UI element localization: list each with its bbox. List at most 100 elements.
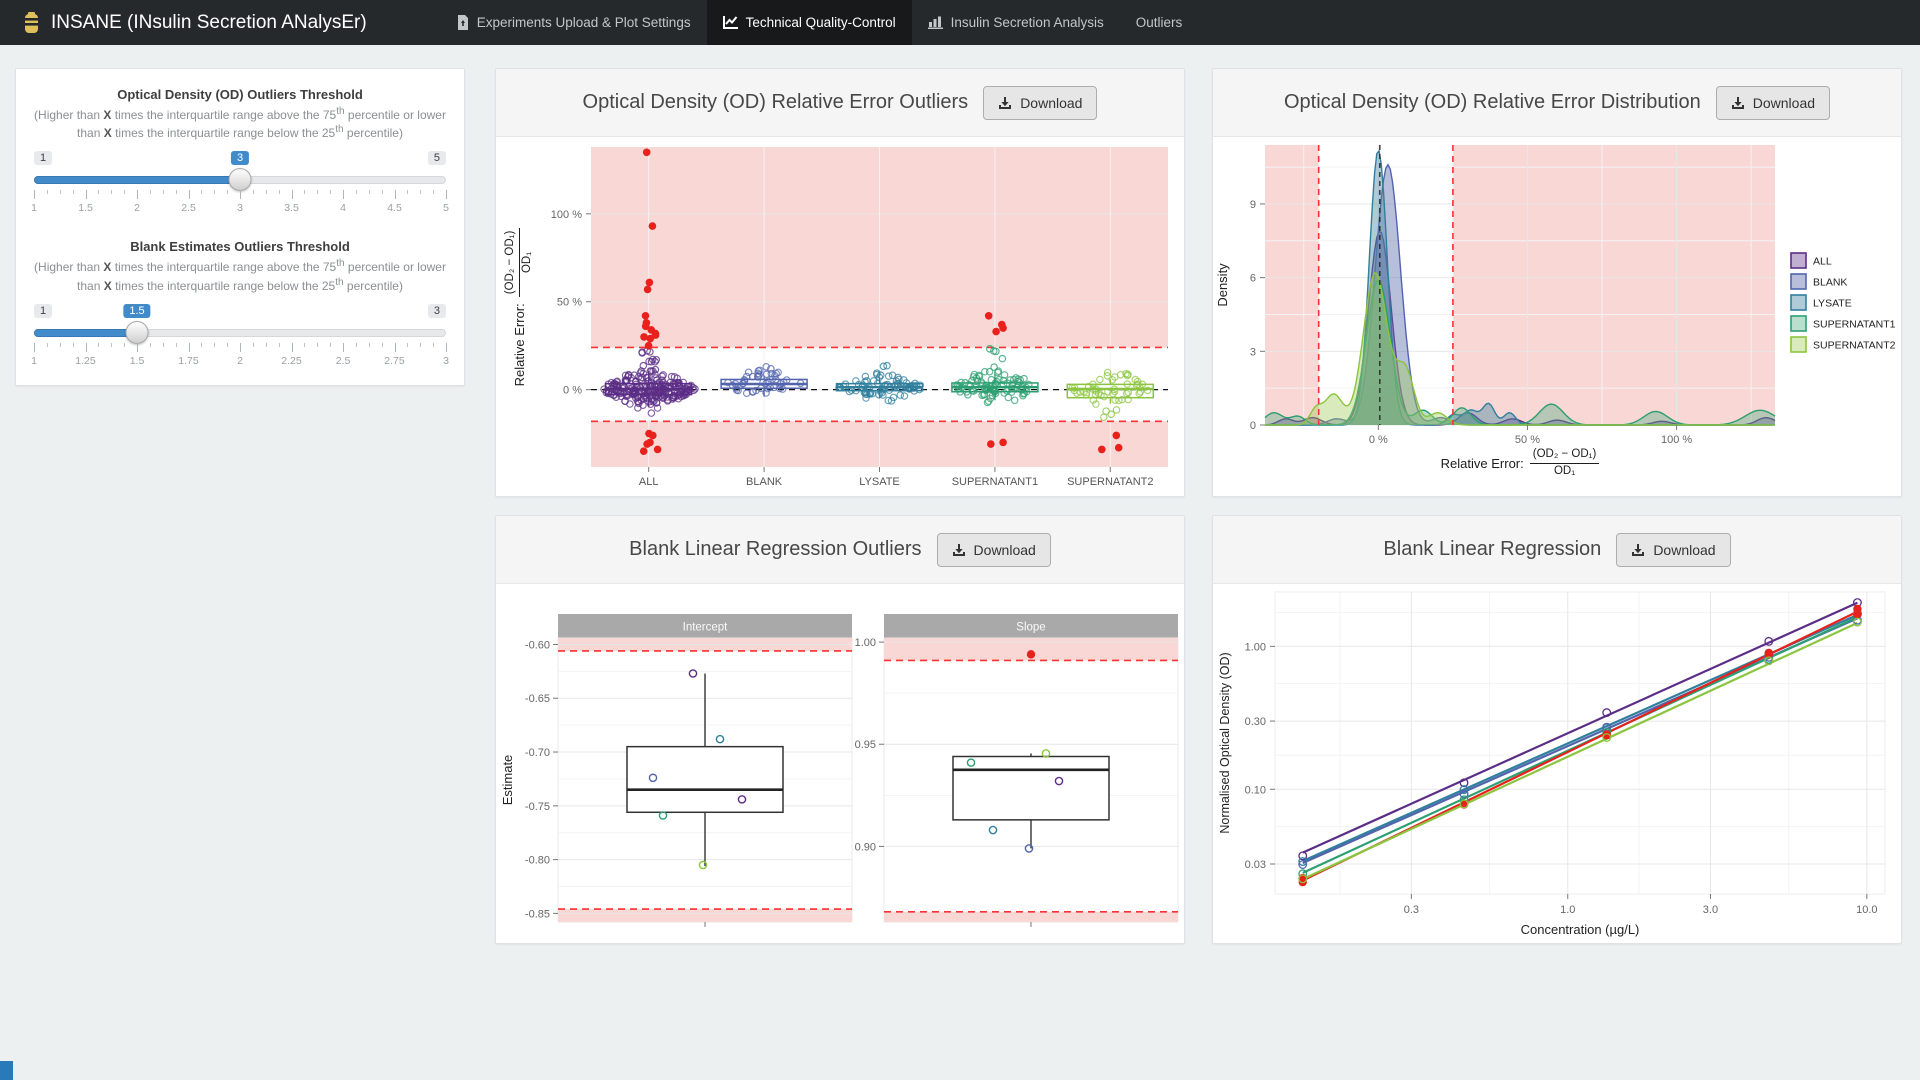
points-SUPERNATANT2 — [1298, 617, 1862, 884]
slider-filled-track — [34, 328, 137, 337]
svg-text:0.03: 0.03 — [1245, 859, 1266, 871]
nav-item-technical-quality-control[interactable]: Technical Quality-Control — [706, 0, 912, 45]
slider-max-label: 5 — [427, 151, 446, 166]
outlier-point — [639, 447, 648, 456]
slider-value-badge: 1.5 — [123, 303, 151, 318]
slider-tick-label: 2 — [237, 354, 243, 367]
slider-tick — [240, 342, 241, 352]
svg-text:1.00: 1.00 — [855, 637, 876, 649]
outlier-point — [1098, 445, 1106, 454]
svg-text:100 %: 100 % — [551, 209, 582, 221]
slider-handle[interactable] — [125, 320, 149, 344]
nav-item-experiments-upload-plot-settings[interactable]: Experiments Upload & Plot Settings — [441, 0, 707, 45]
slider-tick-label: 2.5 — [181, 202, 196, 215]
download-button[interactable]: Download — [983, 85, 1098, 120]
bottom-left-indicator — [0, 1061, 13, 1080]
slider-tick-label: 2.25 — [281, 354, 302, 367]
estimate-point — [688, 669, 698, 678]
outlier-point — [641, 312, 650, 320]
navbar: INSANE (INsulin Secretion ANalysEr) Expe… — [0, 0, 1920, 45]
nav-menu: Experiments Upload & Plot Settings Techni… — [441, 0, 1199, 45]
slider-tick — [433, 190, 435, 195]
blank-threshold-note: (Higher than X times the interquartile r… — [34, 258, 446, 293]
svg-text:6: 6 — [1250, 273, 1256, 285]
svg-text:1.0: 1.0 — [1560, 904, 1575, 916]
outlier-point — [1112, 431, 1121, 440]
panel-header: Blank Linear Regression Outliers Downloa… — [496, 516, 1184, 584]
slider-tick — [201, 342, 203, 347]
slider-tick-label: 1.5 — [78, 202, 93, 215]
facet-box-chart-svg: Intercept -0.60 -0.65 -0.70 -0.75 -0.80 -0.85 S… — [500, 614, 1179, 927]
slider-tick — [291, 190, 293, 200]
outlier-point — [641, 322, 650, 331]
legend-swatch-SUPERNATANT2 — [1790, 336, 1807, 353]
download-icon — [952, 543, 965, 556]
slider-tick — [175, 190, 177, 195]
svg-text:100 %: 100 % — [1661, 434, 1692, 446]
slider-handle[interactable] — [228, 168, 252, 192]
nav-item-outliers[interactable]: Outliers — [1120, 0, 1199, 45]
slider-tick-label: 3.5 — [284, 202, 299, 215]
slider-tick — [188, 190, 190, 200]
slider-tick — [240, 190, 241, 200]
download-icon — [1731, 96, 1744, 109]
outlier-point — [987, 440, 995, 448]
slider-tick — [72, 190, 74, 195]
download-button[interactable]: Download — [936, 532, 1051, 567]
slider-tick — [111, 342, 113, 347]
slider-tick — [124, 342, 126, 347]
slider-tick — [330, 342, 332, 347]
outlier-point — [653, 445, 662, 454]
category-label: BLANK — [746, 476, 783, 488]
slider-tick — [98, 190, 100, 195]
app-brand[interactable]: INSANE (INsulin Secretion ANalysEr) — [0, 0, 389, 45]
slider-tick — [124, 190, 126, 195]
nav-item-insulin-secretion-analysis[interactable]: Insulin Secretion Analysis — [912, 0, 1120, 45]
estimate-point — [1024, 844, 1034, 853]
chart-bar-icon — [927, 16, 943, 29]
group-LYSATE — [835, 361, 924, 405]
y-axis-label: Density — [1215, 263, 1230, 307]
svg-text:-0.80: -0.80 — [525, 855, 550, 867]
svg-text:0 %: 0 % — [563, 385, 582, 397]
slider-tick — [278, 342, 280, 347]
svg-text:50 %: 50 % — [557, 297, 582, 309]
slider-tick — [433, 342, 435, 347]
download-button[interactable]: Download — [1715, 85, 1831, 120]
group-SUPERNATANT2 — [1066, 368, 1155, 454]
slider-tick — [162, 190, 164, 195]
slider-tick — [149, 342, 151, 347]
download-button[interactable]: Download — [1616, 532, 1731, 567]
od-threshold-note: (Higher than X times the interquartile r… — [34, 106, 446, 141]
svg-text:1.00: 1.00 — [1245, 641, 1266, 653]
slider-tick — [149, 190, 151, 195]
chart-od-relative-error-distribution: 0 3 6 9 0 % 50 % 100 % Density ALL BLANK LYSATE SUP… — [1213, 137, 1901, 498]
nav-item-label: Experiments Upload & Plot Settings — [476, 15, 691, 30]
group-ALL — [600, 148, 699, 456]
panel-header: Optical Density (OD) Relative Error Outl… — [496, 69, 1184, 137]
blank-threshold-slider[interactable]: 1 3 1.5 1 1.25 1.5 1.75 2 2.25 2.5 2.75 3 — [31, 302, 449, 378]
slider-tick — [407, 342, 409, 347]
outlier-point — [640, 333, 648, 341]
density-series-SUPERNATANT2 — [1265, 272, 1775, 426]
blank-threshold-title: Blank Estimates Outliers Threshold — [130, 239, 350, 255]
slider-tick — [59, 342, 61, 347]
slider-tick — [72, 342, 74, 347]
svg-text:0: 0 — [1250, 420, 1256, 432]
slider-tick — [291, 342, 293, 352]
slider-value-badge: 3 — [230, 151, 250, 166]
slider-tick — [59, 190, 61, 195]
od-threshold-slider[interactable]: 1 5 3 1 1.5 2 2.5 3 3.5 4 4.5 5 — [31, 149, 449, 225]
slider-tick-label: 2.75 — [384, 354, 405, 367]
slider-tick — [381, 342, 383, 347]
estimate-point — [715, 734, 725, 744]
outlier-point — [984, 312, 993, 320]
slider-tick — [355, 342, 357, 347]
legend: ALL BLANK LYSATE SUPERNATANT1 SUPERNATANT2 — [1790, 252, 1896, 353]
svg-text:50 %: 50 % — [1515, 434, 1540, 446]
legend-label: LYSATE — [1813, 298, 1852, 310]
slider-tick — [368, 190, 370, 195]
slider-tick — [304, 190, 306, 195]
slider-tick-label: 1.5 — [129, 354, 145, 367]
slider-tick — [137, 342, 138, 352]
